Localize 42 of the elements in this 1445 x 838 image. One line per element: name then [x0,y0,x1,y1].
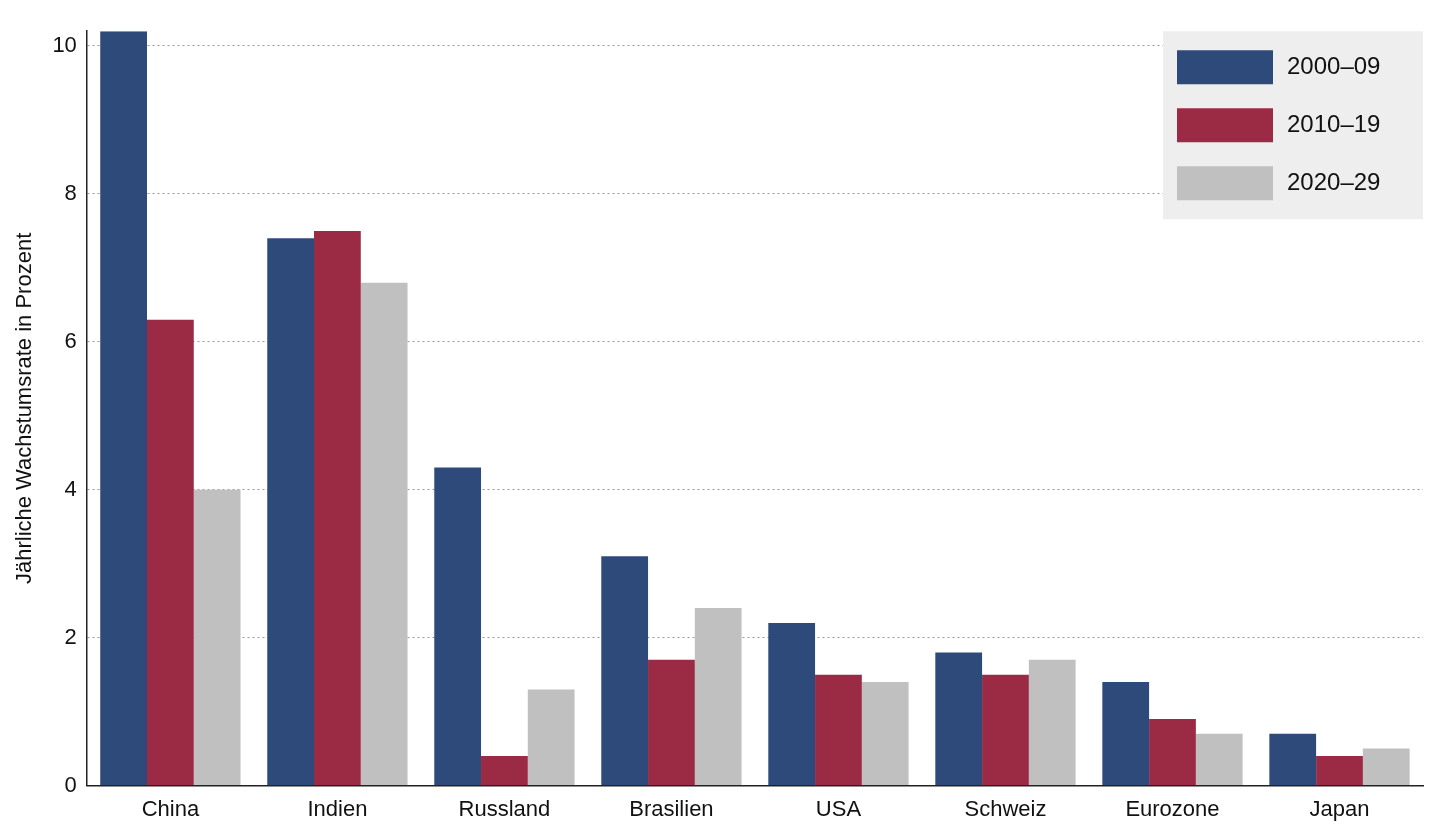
x-tick-label: Japan [1309,795,1370,821]
x-tick-label: Eurozone [1125,795,1220,821]
bar [147,319,194,786]
y-tick-label: 0 [64,771,77,797]
bar [1028,659,1076,786]
x-tick-label: China [141,795,200,821]
bar [193,489,241,786]
bar [1195,733,1243,786]
bar [935,652,983,786]
y-tick-label: 8 [64,179,77,205]
bar [1362,748,1410,786]
bar [1316,756,1363,786]
bar [100,31,147,786]
bar [768,622,816,786]
bar [360,282,408,786]
x-tick-label: Indien [307,795,368,821]
y-tick-label: 10 [52,32,77,58]
y-axis-title: Jährliche Wachstumsrate in Prozent [11,232,37,585]
bar [982,674,1029,786]
bar [648,659,695,786]
bar [314,230,361,786]
x-tick-label: USA [815,795,862,821]
legend-label: 2010–19 [1287,109,1381,137]
legend-label: 2020–29 [1287,167,1381,195]
y-tick-label: 6 [64,327,77,353]
x-tick-label: Russland [458,795,551,821]
bar [481,756,528,786]
bar [815,674,862,786]
bar [1102,682,1150,786]
bar [694,608,742,786]
bar [1269,733,1317,786]
y-tick-label: 4 [64,475,77,501]
bar [1149,719,1196,786]
bar [601,556,649,786]
x-tick-label: Schweiz [964,795,1047,821]
y-tick-label: 2 [64,623,77,649]
bar [527,689,575,786]
legend-label: 2000–09 [1287,51,1381,79]
x-tick-label: Brasilien [629,795,714,821]
bar [434,467,482,786]
bar [861,682,909,786]
bar [267,238,315,786]
